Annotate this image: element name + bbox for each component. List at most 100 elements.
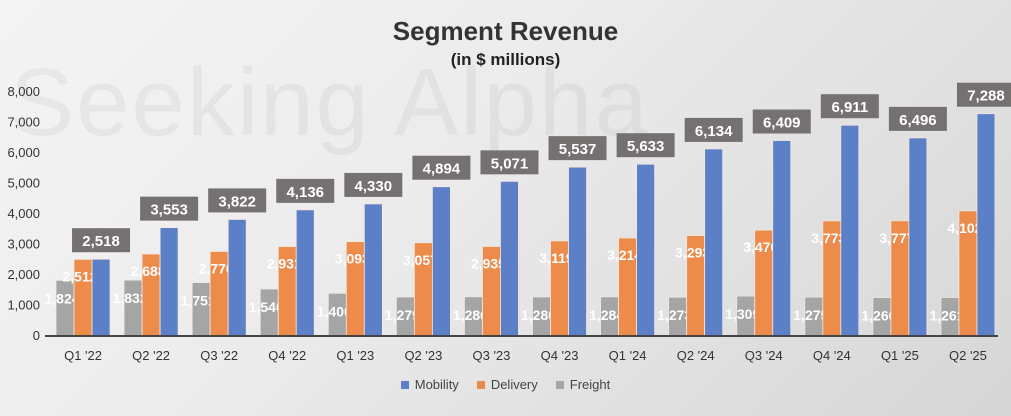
bar-mobility xyxy=(772,140,792,337)
data-label-freight: 1,751 xyxy=(181,293,216,309)
data-label-freight: 1,261 xyxy=(929,308,964,324)
y-tick-label: 7,000 xyxy=(7,115,40,130)
data-label-mobility: 4,136 xyxy=(286,184,324,201)
data-label-box xyxy=(276,178,335,203)
bar-mobility xyxy=(840,124,860,337)
x-tick-label: Q4 '22 xyxy=(268,348,306,363)
data-label-box xyxy=(616,133,675,158)
bar-mobility xyxy=(908,137,928,337)
data-label-delivery: 4,102 xyxy=(947,220,982,236)
data-label-freight: 1,275 xyxy=(793,307,828,323)
x-tick-label: Q3 '24 xyxy=(745,348,783,363)
bar-freight xyxy=(55,279,75,337)
bar-mobility xyxy=(636,163,656,337)
legend-swatch xyxy=(555,380,564,389)
y-tick-label: 0 xyxy=(33,328,40,343)
data-label-delivery: 3,057 xyxy=(403,252,438,268)
x-tick-label: Q2 '22 xyxy=(132,348,170,363)
data-label-mobility: 5,633 xyxy=(627,138,665,155)
data-label-delivery: 2,931 xyxy=(267,256,302,272)
data-label-freight: 1,279 xyxy=(385,307,420,323)
bar-mobility xyxy=(704,148,724,337)
data-label-mobility: 6,911 xyxy=(831,99,868,116)
data-label-delivery: 3,293 xyxy=(675,245,710,261)
data-label-mobility: 6,409 xyxy=(763,115,801,132)
data-label-freight: 1,260 xyxy=(861,308,896,324)
legend-item: Freight xyxy=(555,377,611,392)
data-label-mobility: 3,822 xyxy=(218,193,256,210)
data-label-box xyxy=(72,228,131,253)
data-label-mobility: 6,134 xyxy=(695,123,733,140)
data-label-freight: 1,280 xyxy=(521,307,556,323)
bar-mobility xyxy=(976,113,996,337)
data-label-delivery: 3,470 xyxy=(743,239,778,255)
x-tick-label: Q1 '24 xyxy=(609,348,647,363)
bar-mobility xyxy=(295,209,315,337)
legend-label: Delivery xyxy=(490,377,538,392)
legend-label: Mobility xyxy=(414,377,459,392)
bar-mobility xyxy=(227,219,247,337)
data-label-mobility: 5,071 xyxy=(491,155,529,172)
data-label-mobility: 5,537 xyxy=(559,141,597,158)
chart-title: Segment Revenue xyxy=(392,16,619,46)
data-label-delivery: 2,770 xyxy=(199,261,234,277)
bar-freight xyxy=(191,282,211,337)
legend-item: Delivery xyxy=(476,377,538,392)
bar-mobility xyxy=(159,227,179,337)
bar-freight xyxy=(123,279,143,337)
data-label-mobility: 4,330 xyxy=(355,178,393,195)
x-tick-label: Q1 '23 xyxy=(336,348,374,363)
data-label-freight: 1,832 xyxy=(113,290,148,306)
legend: Mobility Delivery Freight xyxy=(0,377,1011,392)
y-tick-label: 5,000 xyxy=(7,176,40,191)
y-tick-label: 2,000 xyxy=(7,267,40,282)
data-label-mobility: 7,288 xyxy=(967,88,1005,105)
data-label-freight: 1,540 xyxy=(249,299,284,315)
data-label-freight: 1,273 xyxy=(657,307,692,323)
y-tick-label: 3,000 xyxy=(7,237,40,252)
data-label-delivery: 3,119 xyxy=(539,250,573,266)
bar-mobility xyxy=(500,180,519,337)
data-label-freight: 1,400 xyxy=(317,303,352,319)
x-tick-label: Q2 '24 xyxy=(677,348,715,363)
x-tick-label: Q4 '23 xyxy=(541,348,579,363)
data-label-freight: 1,309 xyxy=(725,306,760,322)
x-tick-label: Q2 '23 xyxy=(404,348,442,363)
data-label-delivery: 3,777 xyxy=(879,230,914,246)
bar-mobility xyxy=(91,258,111,337)
data-label-box xyxy=(344,172,403,197)
data-label-mobility: 2,518 xyxy=(82,233,120,250)
watermark: Seeking Alpha xyxy=(10,48,650,158)
data-label-freight: 1,286 xyxy=(453,307,488,323)
x-tick-label: Q2 '25 xyxy=(949,348,987,363)
x-tick-label: Q3 '23 xyxy=(473,348,511,363)
data-label-delivery: 2,512 xyxy=(63,268,98,284)
data-label-delivery: 3,093 xyxy=(335,251,370,267)
data-label-box xyxy=(820,94,879,119)
data-label-box xyxy=(412,155,471,180)
legend-label: Freight xyxy=(569,377,611,392)
y-tick-label: 6,000 xyxy=(7,145,40,160)
data-label-mobility: 4,894 xyxy=(423,161,461,178)
data-label-box xyxy=(956,82,1011,107)
bar-mobility xyxy=(568,166,587,337)
data-label-mobility: 6,496 xyxy=(899,112,937,129)
bar-mobility xyxy=(363,203,383,337)
data-label-box xyxy=(140,196,199,221)
x-tick-label: Q4 '24 xyxy=(813,348,851,363)
data-label-box xyxy=(752,109,811,134)
data-label-box xyxy=(548,136,607,161)
x-tick-label: Q1 '22 xyxy=(64,348,102,363)
x-tick-label: Q1 '25 xyxy=(881,348,919,363)
data-label-box xyxy=(888,106,947,131)
chart-subtitle: (in $ millions) xyxy=(450,50,561,69)
data-label-box xyxy=(480,150,539,175)
data-label-delivery: 3,214 xyxy=(607,247,642,263)
bar-mobility xyxy=(431,186,451,337)
y-tick-label: 8,000 xyxy=(7,84,40,99)
data-label-delivery: 2,688 xyxy=(131,263,166,279)
data-label-box xyxy=(208,188,267,213)
data-label-freight: 1,824 xyxy=(45,290,80,306)
data-label-delivery: 2,935 xyxy=(471,255,506,271)
